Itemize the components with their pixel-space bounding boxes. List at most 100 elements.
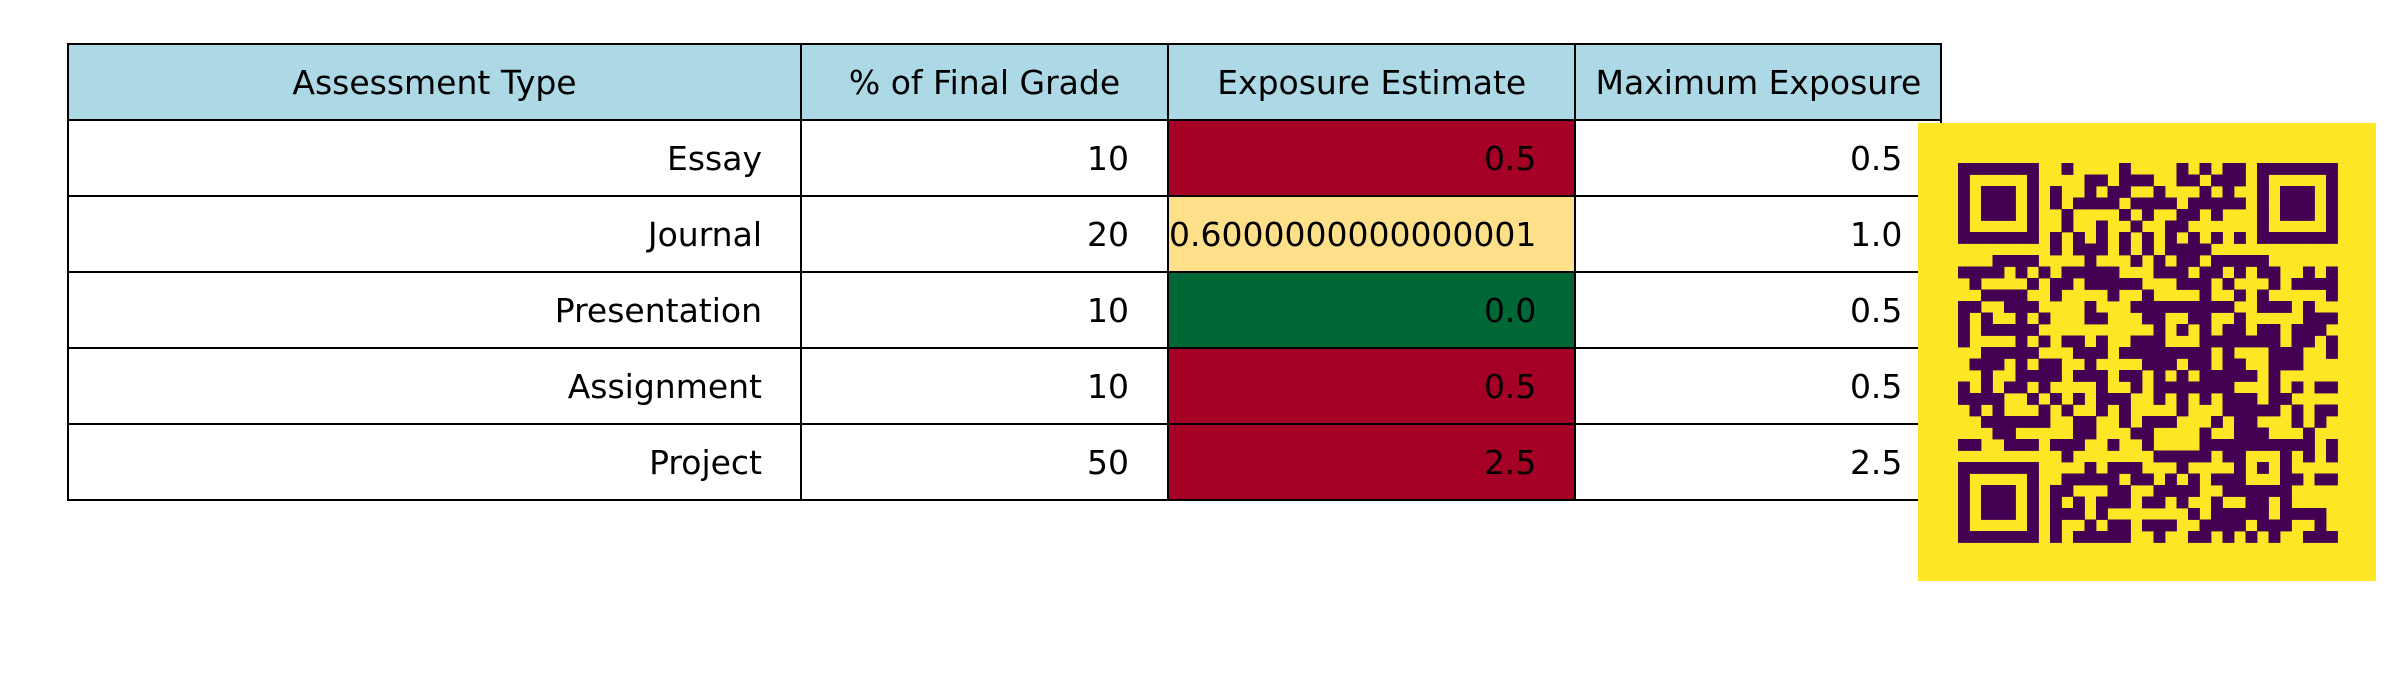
qr-module bbox=[2050, 393, 2062, 405]
qr-module bbox=[2061, 335, 2074, 348]
qr-module bbox=[2303, 163, 2315, 175]
qr-module bbox=[1992, 163, 2005, 175]
qr-module bbox=[2142, 243, 2154, 256]
qr-module bbox=[2303, 312, 2315, 325]
qr-module bbox=[2119, 243, 2131, 256]
qr-module bbox=[2245, 335, 2258, 348]
qr-module bbox=[2027, 519, 2039, 532]
qr-module bbox=[2176, 163, 2189, 175]
qr-module bbox=[2280, 485, 2292, 497]
qr-module bbox=[2211, 174, 2223, 187]
table-row: Project 50 2.5 2.5 bbox=[67, 423, 1943, 501]
qr-module bbox=[2153, 416, 2166, 428]
qr-module bbox=[2165, 473, 2177, 486]
qr-module bbox=[2268, 266, 2281, 279]
qr-module bbox=[2027, 220, 2039, 233]
qr-module bbox=[1958, 209, 1970, 221]
qr-module bbox=[2142, 496, 2154, 509]
table-cell-percent: 20 bbox=[800, 195, 1169, 273]
qr-module bbox=[2130, 473, 2143, 486]
qr-module bbox=[1958, 381, 1970, 394]
qr-module bbox=[2280, 519, 2292, 532]
qr-module bbox=[2084, 473, 2097, 486]
qr-module bbox=[2234, 289, 2246, 302]
table-cell-exposure: 0.5 bbox=[1166, 347, 1577, 425]
table-cell-exposure: 0.0 bbox=[1166, 271, 1577, 349]
qr-module bbox=[2015, 312, 2028, 325]
qr-module bbox=[2211, 197, 2223, 210]
table-row: Assignment 10 0.5 0.5 bbox=[67, 347, 1943, 425]
qr-module bbox=[2234, 416, 2246, 428]
qr-module bbox=[2130, 301, 2143, 313]
qr-module bbox=[2073, 347, 2085, 359]
qr-module bbox=[2015, 347, 2028, 359]
qr-module bbox=[2326, 174, 2338, 187]
qr-module bbox=[2234, 485, 2246, 497]
qr-module bbox=[2303, 427, 2315, 440]
qr-module bbox=[2015, 358, 2028, 371]
qr-module bbox=[2268, 370, 2281, 382]
table-cell-assessment: Assignment bbox=[67, 347, 802, 425]
qr-module bbox=[2004, 209, 2016, 221]
qr-module bbox=[2199, 266, 2212, 279]
qr-module bbox=[2245, 439, 2258, 451]
qr-module bbox=[2027, 186, 2039, 198]
qr-module bbox=[1992, 255, 2005, 267]
qr-module bbox=[2027, 174, 2039, 187]
qr-module bbox=[1981, 266, 1993, 279]
qr-module bbox=[1992, 232, 2005, 244]
qr-module bbox=[2257, 485, 2269, 497]
qr-module bbox=[1958, 473, 1970, 486]
qr-module bbox=[2142, 427, 2154, 440]
qr-module bbox=[2291, 358, 2304, 371]
qr-module bbox=[2176, 174, 2189, 187]
table-row: Journal 20 0.6000000000000001 1.0 bbox=[67, 195, 1943, 273]
qr-module bbox=[2107, 278, 2120, 290]
qr-module bbox=[2073, 243, 2085, 256]
qr-module bbox=[2130, 370, 2143, 382]
qr-module bbox=[2314, 232, 2327, 244]
qr-module bbox=[2257, 301, 2269, 313]
qr-module bbox=[2084, 197, 2097, 210]
qr-module bbox=[2165, 358, 2177, 371]
qr-module bbox=[2268, 439, 2281, 451]
qr-module bbox=[2326, 197, 2338, 210]
qr-module bbox=[2107, 289, 2120, 302]
qr-module bbox=[2050, 519, 2062, 532]
qr-module bbox=[2268, 404, 2281, 417]
qr-module bbox=[1958, 462, 1970, 474]
qr-module bbox=[2004, 163, 2016, 175]
qr-module bbox=[2027, 301, 2039, 313]
qr-module bbox=[2107, 439, 2120, 451]
qr-module bbox=[2153, 347, 2166, 359]
qr-module bbox=[2234, 255, 2246, 267]
qr-module bbox=[1958, 519, 1970, 532]
qr-module bbox=[2211, 301, 2223, 313]
qr-module bbox=[2004, 255, 2016, 267]
qr-module bbox=[2280, 347, 2292, 359]
qr-module bbox=[2015, 324, 2028, 336]
qr-module bbox=[1992, 393, 2005, 405]
qr-module bbox=[1981, 324, 1993, 336]
table-cell-assessment: Journal bbox=[67, 195, 802, 273]
qr-module bbox=[2176, 266, 2189, 279]
qr-module bbox=[2142, 174, 2154, 187]
qr-module bbox=[2211, 508, 2223, 520]
qr-module bbox=[2222, 197, 2235, 210]
qr-module bbox=[2326, 381, 2338, 394]
qr-module bbox=[2291, 439, 2304, 451]
qr-module bbox=[2142, 519, 2154, 532]
qr-module bbox=[2326, 335, 2338, 348]
qr-module bbox=[2165, 232, 2177, 244]
qr-module bbox=[2268, 301, 2281, 313]
qr-module bbox=[2050, 508, 2062, 520]
qr-module bbox=[1992, 324, 2005, 336]
qr-module bbox=[2153, 370, 2166, 382]
qr-module bbox=[2326, 439, 2338, 451]
qr-module bbox=[2142, 209, 2154, 221]
qr-module bbox=[2280, 209, 2292, 221]
qr-module bbox=[2073, 335, 2085, 348]
qr-module bbox=[1969, 462, 1982, 474]
qr-module bbox=[2096, 496, 2108, 509]
qr-module bbox=[2165, 243, 2177, 256]
